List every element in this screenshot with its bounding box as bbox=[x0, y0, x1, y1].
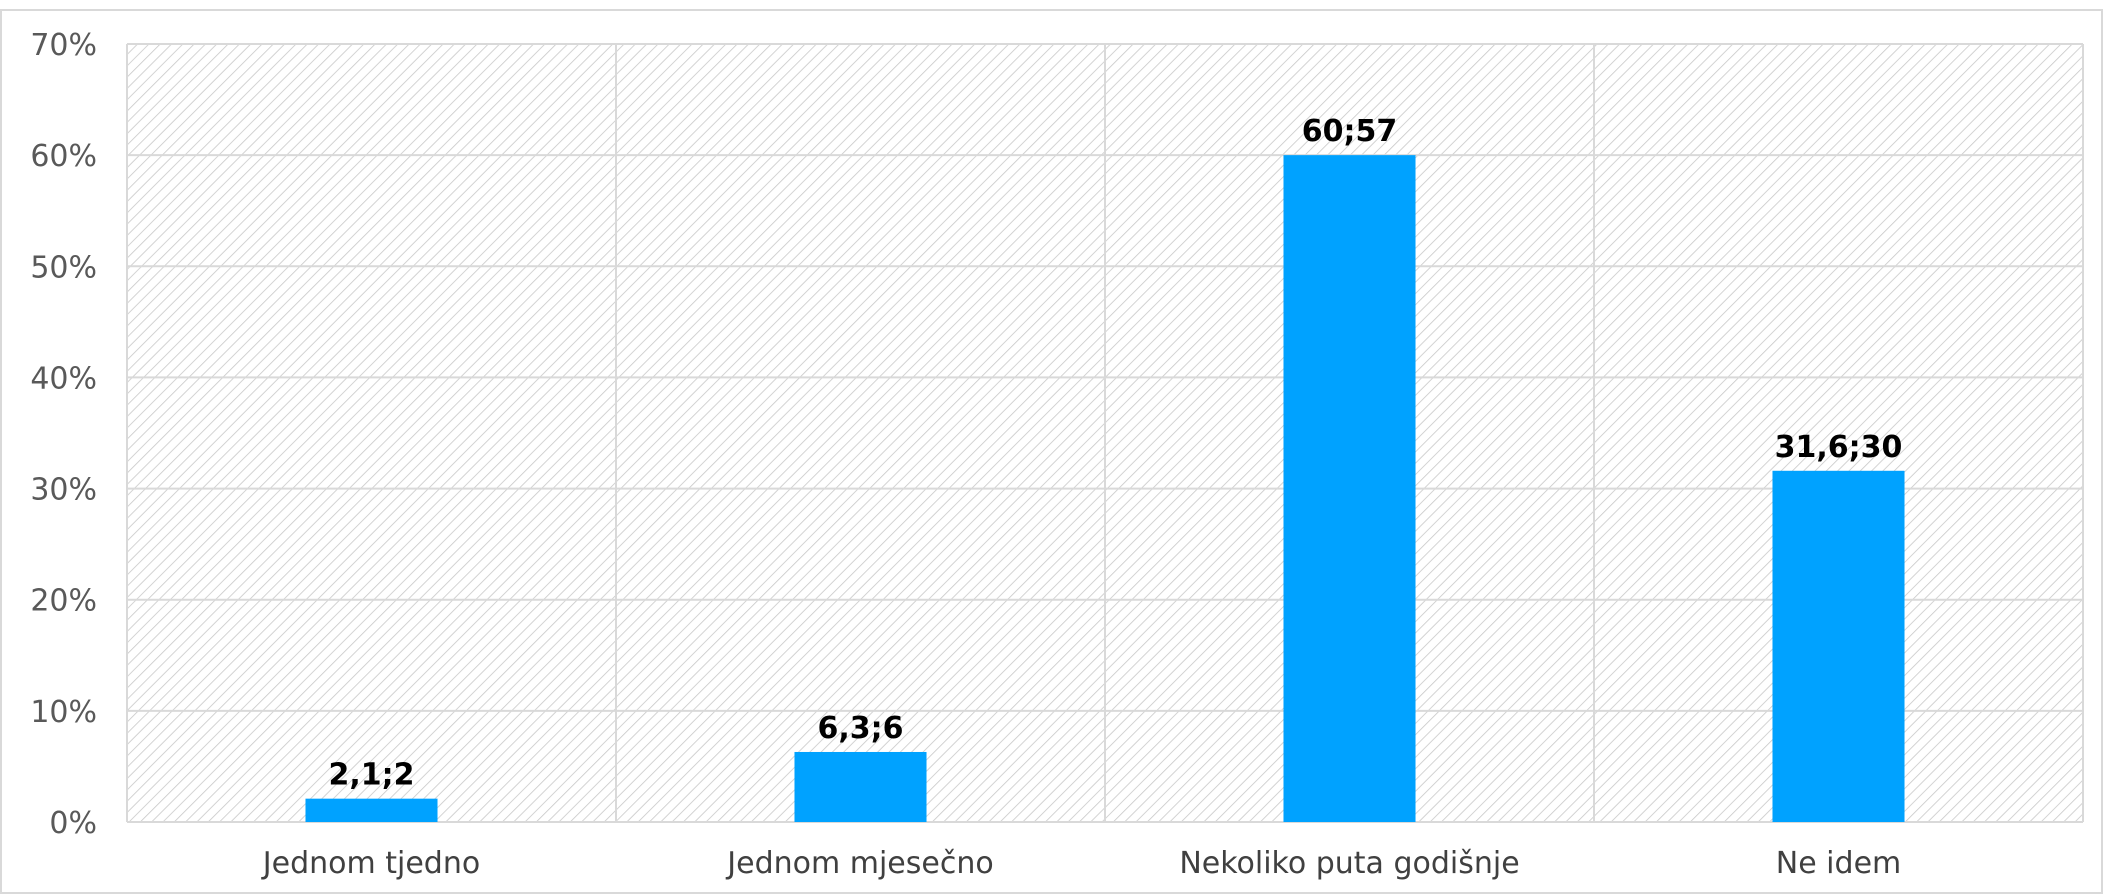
y-tick-label: 0% bbox=[49, 806, 97, 841]
y-tick-label: 70% bbox=[30, 28, 97, 63]
category-label: Jednom mjesečno bbox=[725, 846, 993, 881]
category-labels: Jednom tjedno Jednom mjesečno Nekoliko put… bbox=[261, 846, 1901, 881]
data-label: 31,6;30 bbox=[1775, 430, 1903, 465]
data-label: 60;57 bbox=[1302, 114, 1398, 149]
bar bbox=[305, 798, 438, 822]
y-tick-label: 40% bbox=[30, 361, 97, 396]
gridlines bbox=[126, 43, 2084, 823]
y-tick-label: 60% bbox=[30, 139, 97, 174]
y-tick-label: 20% bbox=[30, 584, 97, 619]
y-tick-label: 10% bbox=[30, 695, 97, 730]
y-tick-label: 30% bbox=[30, 473, 97, 508]
category-label: Nekoliko puta godišnje bbox=[1179, 846, 1519, 881]
bar bbox=[794, 751, 927, 822]
y-tick-label: 50% bbox=[30, 250, 97, 285]
bar bbox=[1772, 470, 1905, 822]
y-axis-tick-labels: 0% 10% 20% 30% 40% 50% 60% 70% bbox=[30, 28, 97, 841]
data-label: 2,1;2 bbox=[328, 758, 414, 793]
bars bbox=[305, 155, 1905, 823]
data-label: 6,3;6 bbox=[817, 711, 903, 746]
category-label: Jednom tjedno bbox=[261, 846, 480, 881]
bar bbox=[1283, 155, 1416, 823]
category-label: Ne idem bbox=[1776, 846, 1902, 881]
data-labels: 2,1;2 6,3;6 60;57 31,6;30 bbox=[328, 114, 1902, 793]
